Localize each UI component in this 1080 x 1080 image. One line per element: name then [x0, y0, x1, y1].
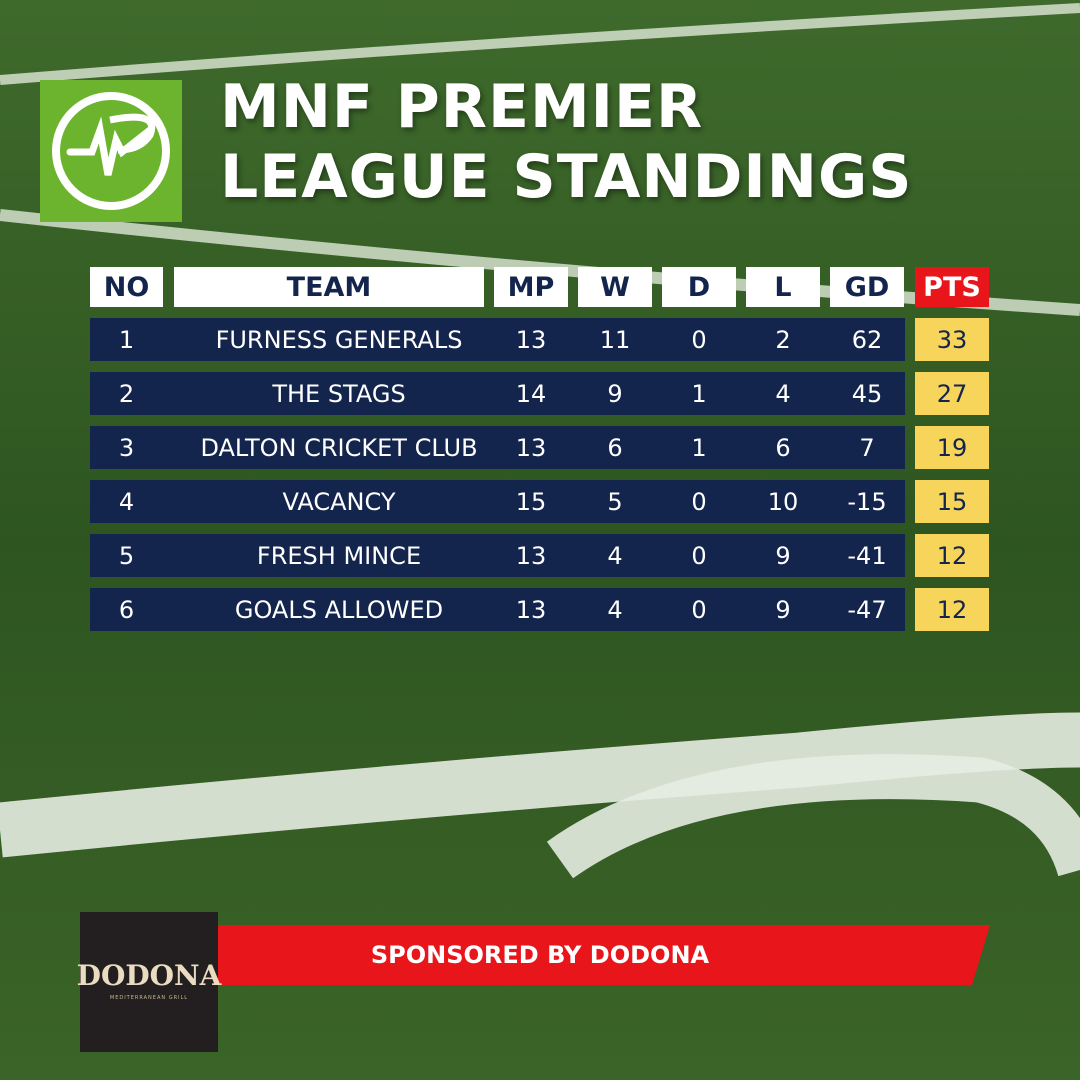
stat-cell: 13	[515, 541, 547, 570]
header-cell: PTS	[915, 267, 989, 307]
stat-cell: 45	[851, 379, 883, 408]
stat-cell: 6	[118, 595, 135, 624]
row-band	[90, 372, 905, 415]
stat-cell: 9	[607, 379, 623, 408]
stat-cell: 13	[515, 595, 547, 624]
sponsor-text: SPONSORED BY DODONA	[370, 941, 710, 969]
header-cell: L	[746, 267, 820, 307]
stat-cell: 1	[691, 379, 707, 408]
sponsor-logo-tagline: MEDITERRANEAN GRILL	[109, 995, 189, 1001]
stat-cell: 13	[515, 433, 547, 462]
team-name: THE STAGS	[272, 379, 406, 408]
stat-cell: 4	[118, 487, 135, 516]
stat-cell: 62	[851, 325, 883, 354]
team-name: FRESH MINCE	[256, 541, 422, 570]
header-cell: GD	[830, 267, 904, 307]
stat-cell: 33	[915, 318, 989, 361]
header-cell: W	[578, 267, 652, 307]
stat-cell: 0	[691, 325, 707, 354]
stat-cell: 1	[691, 433, 707, 462]
header-cell: D	[662, 267, 736, 307]
header-cell: TEAM	[174, 267, 484, 307]
row-band	[90, 480, 905, 523]
title-line: LEAGUE STANDINGS	[220, 142, 913, 212]
stat-cell: 1	[118, 325, 135, 354]
stat-cell: 19	[915, 426, 989, 469]
stat-cell: 11	[599, 325, 631, 354]
team-name: DALTON CRICKET CLUB	[200, 433, 478, 462]
stat-cell: 2	[118, 379, 135, 408]
stat-cell: 2	[775, 325, 791, 354]
stat-cell: 3	[118, 433, 135, 462]
stat-cell: 12	[915, 588, 989, 631]
stat-cell: 5	[607, 487, 623, 516]
stat-cell: 10	[767, 487, 799, 516]
title-line: MNF PREMIER	[220, 72, 704, 142]
stat-cell: 15	[515, 487, 547, 516]
team-name: VACANCY	[282, 487, 396, 516]
header-cell: NO	[90, 267, 163, 307]
sponsor-logo-name: DODONA	[76, 958, 222, 992]
stat-cell: -41	[847, 541, 887, 570]
stat-cell: 15	[915, 480, 989, 523]
team-name: GOALS ALLOWED	[234, 595, 444, 624]
stat-cell: 9	[775, 595, 791, 624]
row-band	[90, 426, 905, 469]
stat-cell: 7	[859, 433, 875, 462]
stat-cell: 6	[775, 433, 791, 462]
row-band	[90, 588, 905, 631]
row-band	[90, 318, 905, 361]
stat-cell: 12	[915, 534, 989, 577]
row-band	[90, 534, 905, 577]
stat-cell: 0	[691, 541, 707, 570]
stat-cell: 14	[515, 379, 547, 408]
stat-cell: 6	[607, 433, 623, 462]
team-name: FURNESS GENERALS	[215, 325, 463, 354]
stat-cell: 0	[691, 595, 707, 624]
stat-cell: 0	[691, 487, 707, 516]
stat-cell: -47	[847, 595, 887, 624]
header-cell: MP	[494, 267, 568, 307]
stat-cell: 5	[118, 541, 135, 570]
stat-cell: 9	[775, 541, 791, 570]
stat-cell: -15	[847, 487, 887, 516]
stat-cell: 4	[607, 541, 623, 570]
stat-cell: 13	[515, 325, 547, 354]
stat-cell: 4	[775, 379, 791, 408]
stat-cell: 4	[607, 595, 623, 624]
stat-cell: 27	[915, 372, 989, 415]
